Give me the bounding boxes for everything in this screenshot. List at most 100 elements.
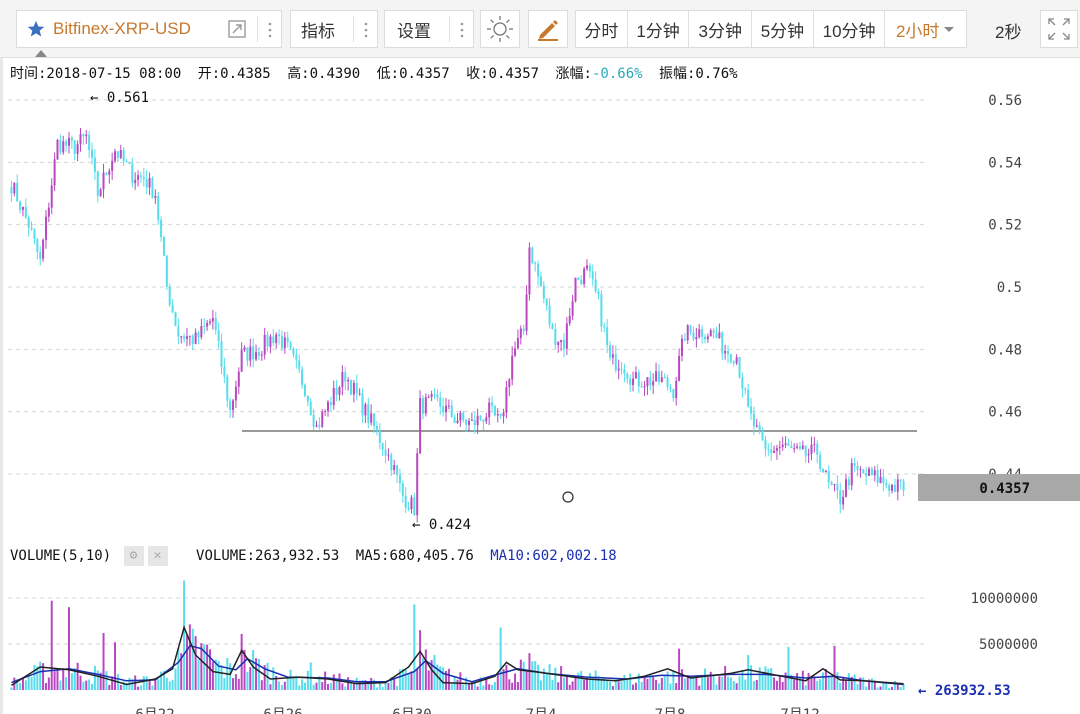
candle-body (131, 163, 134, 184)
sun-icon (487, 16, 513, 42)
theme-toggle-button[interactable] (480, 10, 520, 48)
volume-bar (821, 672, 824, 690)
candle-body (761, 430, 764, 440)
candle (375, 421, 378, 436)
candle (447, 399, 450, 410)
candle (491, 395, 494, 413)
price-tick-label: 0.48 (988, 342, 1022, 358)
draw-tool-button[interactable] (528, 10, 568, 48)
period-4[interactable]: 5分钟 (752, 11, 814, 47)
chart-toolbar: Bitfinex-XRP-USD 指标 设置 (0, 0, 1080, 58)
candle (899, 479, 902, 490)
volume-bar (289, 669, 292, 690)
external-link-icon[interactable] (227, 19, 247, 39)
period-3[interactable]: 3分钟 (689, 11, 753, 47)
x-axis: 6月22 6月26 6月30 7月4 7月8 7月12 (135, 707, 819, 714)
candle (755, 418, 758, 428)
candle-body (39, 251, 42, 259)
candle (695, 328, 698, 348)
candle (444, 398, 447, 422)
volume-bar (499, 627, 502, 690)
volume-bar (332, 674, 335, 690)
volume-bar (758, 667, 761, 690)
volume-bar (315, 682, 318, 690)
more-icon[interactable] (457, 20, 467, 40)
volume-bar (252, 650, 255, 690)
star-icon[interactable] (27, 20, 45, 38)
volume-bar (778, 676, 781, 690)
candle (804, 445, 807, 463)
candle-body (102, 172, 105, 190)
candle-body (260, 354, 263, 356)
price-tick-label: 0.54 (988, 155, 1022, 171)
candle (352, 380, 355, 403)
volume-bar (807, 673, 810, 690)
symbol-selector[interactable]: Bitfinex-XRP-USD (16, 10, 282, 57)
period-2[interactable]: 1分钟 (628, 11, 690, 47)
volume-bar (375, 687, 378, 690)
candle-body (727, 350, 730, 355)
candle (21, 206, 24, 217)
candle-body (148, 178, 151, 188)
candle-body (773, 450, 776, 453)
candle-body (306, 395, 309, 402)
candle-body (114, 151, 117, 161)
candle-body (686, 325, 689, 341)
candle-body (424, 397, 427, 414)
more-icon[interactable] (265, 20, 275, 40)
candle (211, 309, 214, 330)
high-value: 高:0.4390 (287, 66, 361, 82)
candle-body (862, 469, 865, 474)
candle-body (614, 354, 617, 371)
period-5[interactable]: 10分钟 (814, 11, 886, 47)
candle-body (194, 332, 197, 344)
candle-body (804, 445, 807, 456)
fullscreen-button[interactable] (1040, 10, 1078, 48)
candle-body (882, 476, 885, 484)
candle (836, 475, 839, 499)
candle-body (10, 187, 13, 194)
volume-bar (197, 659, 200, 690)
candle-body (358, 393, 361, 395)
candle (139, 171, 142, 183)
candle (180, 335, 183, 344)
volume-bar (896, 684, 899, 690)
volume-bar (318, 676, 321, 690)
candle-body (502, 412, 505, 417)
candle (206, 319, 209, 331)
period-6-active[interactable]: 2小时 (885, 11, 966, 47)
candle (790, 440, 793, 449)
candle (197, 330, 200, 345)
volume-bar (787, 646, 790, 690)
more-icon[interactable] (361, 20, 371, 40)
refresh-interval[interactable]: 2秒 (995, 23, 1022, 42)
close-icon[interactable]: ✕ (147, 546, 168, 566)
candle (770, 442, 773, 461)
candle (96, 170, 99, 203)
candle-body (344, 372, 347, 382)
candle (370, 404, 373, 426)
volume-bar (427, 670, 430, 690)
settings-button[interactable]: 设置 (384, 10, 474, 48)
volume-bar (695, 675, 698, 690)
candle-body (378, 429, 381, 444)
candle-body (689, 325, 692, 333)
indicators-button[interactable]: 指标 (290, 10, 378, 48)
candle (539, 271, 542, 288)
volume-bar (750, 665, 753, 690)
candle (234, 380, 237, 409)
volume-bar (249, 667, 252, 690)
volume-bar (485, 678, 488, 690)
volume-bar (237, 678, 240, 690)
candle (482, 418, 485, 431)
period-1[interactable]: 分时 (576, 11, 628, 47)
volume-bar (888, 687, 891, 690)
candle (79, 127, 82, 152)
volume-bar (30, 677, 33, 690)
candle-body (868, 468, 871, 476)
candle (735, 354, 738, 366)
volume-bar (614, 679, 617, 690)
settings-gear-icon[interactable]: ⚙ (123, 546, 144, 566)
candle-body (634, 372, 637, 379)
